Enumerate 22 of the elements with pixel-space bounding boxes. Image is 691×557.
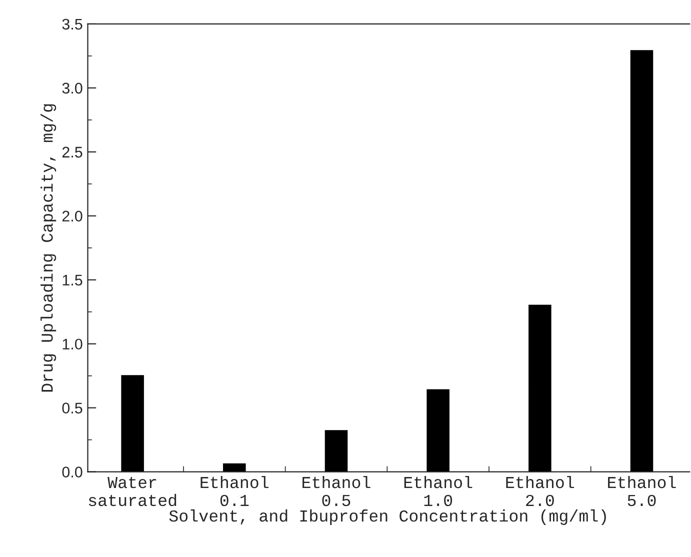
- y-tick-label: 2.0: [62, 210, 82, 222]
- x-tick-label: Water saturated: [88, 476, 176, 506]
- x-tick-label: Ethanol 2.0: [506, 476, 574, 506]
- bar: [223, 463, 246, 472]
- bar: [426, 389, 450, 472]
- x-tick-label: Ethanol 0.5: [302, 476, 370, 506]
- y-tick-label: 1.0: [62, 338, 82, 350]
- x-axis-title: Solvent, and Ibuprofen Concentration (mg/ml): [169, 509, 606, 525]
- y-tick-label: 2.5: [62, 146, 82, 158]
- y-tick-label: 3.0: [62, 82, 82, 94]
- x-tick-label: Ethanol 5.0: [608, 476, 676, 506]
- bar: [121, 375, 144, 472]
- y-tick-label: 0.0: [62, 466, 82, 478]
- bar: [324, 430, 348, 472]
- y-axis-title: Drug Uploading Capacity, mg/g: [40, 104, 56, 392]
- bar: [528, 304, 552, 472]
- x-tick-label: Ethanol 0.1: [200, 476, 268, 506]
- y-tick-label: 1.5: [62, 274, 82, 286]
- y-tick-label: 3.5: [62, 18, 82, 30]
- y-tick-label: 0.5: [62, 402, 82, 414]
- x-tick-label: Ethanol 1.0: [404, 476, 472, 506]
- bar: [630, 50, 654, 472]
